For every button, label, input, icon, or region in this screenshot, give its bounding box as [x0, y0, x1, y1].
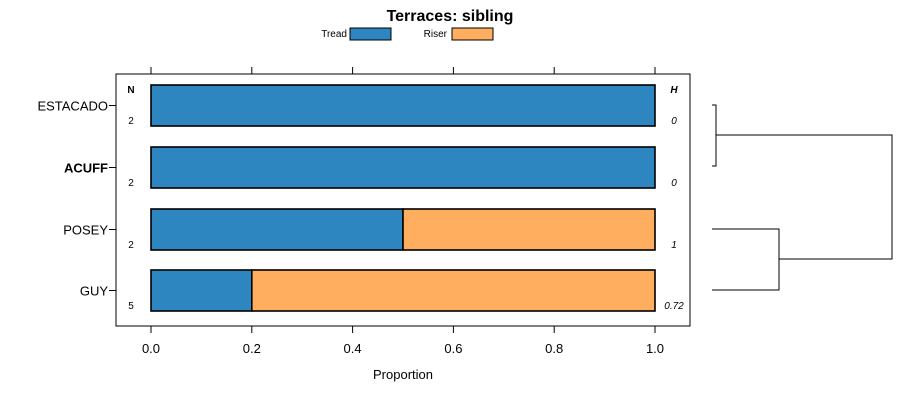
x-tick-label-3: 0.6 [444, 341, 462, 356]
x-tick-label-1: 0.2 [243, 341, 261, 356]
bar-guy-riser [251, 269, 656, 312]
n-column: N 2 2 2 5 [127, 85, 134, 312]
dendrogram-branch-0 [712, 104, 717, 167]
category-label-posey: POSEY [63, 223, 108, 238]
category-label-acuff: ACUFF [64, 161, 108, 176]
h-value-1: 0 [671, 178, 677, 189]
plot-frame [115, 73, 691, 327]
x-axis-label: Proportion [373, 367, 433, 382]
dendrogram [712, 104, 893, 291]
category-label-estacado: ESTACADO [37, 99, 108, 114]
dendrogram-branch-2 [712, 228, 780, 291]
h-value-3: 0.72 [664, 301, 684, 312]
n-value-0: 2 [128, 116, 134, 127]
dendrogram-branch-1 [716, 134, 893, 260]
top-ticks [150, 67, 656, 74]
x-tick-label-0: 0.0 [142, 341, 160, 356]
h-header: H [670, 85, 678, 96]
legend-label-tread: Tread [321, 29, 347, 40]
legend-swatch-tread [349, 27, 392, 41]
bar-guy-tread [150, 269, 253, 312]
bar-acuff-tread [150, 146, 656, 189]
n-value-3: 5 [128, 301, 134, 312]
category-label-guy: GUY [80, 284, 109, 299]
chart-title: Terraces: sibling [387, 8, 514, 25]
x-tick-label-2: 0.4 [344, 341, 362, 356]
n-header: N [127, 85, 134, 96]
h-column: H 0 0 1 0.72 [664, 85, 684, 312]
n-value-1: 2 [128, 178, 134, 189]
x-tick-label-4: 0.8 [545, 341, 563, 356]
h-value-0: 0 [671, 116, 677, 127]
x-tick-label-5: 1.0 [646, 341, 664, 356]
bars [150, 84, 656, 312]
category-labels: ESTACADO ACUFF POSEY GUY [37, 99, 108, 299]
bar-estacado-tread [150, 84, 656, 127]
h-value-2: 1 [671, 240, 677, 251]
legend: Tread Riser [321, 27, 494, 41]
left-ticks [109, 105, 116, 291]
bar-posey-tread [150, 208, 404, 251]
bar-posey-riser [402, 208, 656, 251]
legend-label-riser: Riser [424, 29, 448, 40]
n-value-2: 2 [128, 240, 134, 251]
x-axis: 0.0 0.2 0.4 0.6 0.8 1.0 [142, 326, 664, 356]
legend-swatch-riser [451, 27, 494, 41]
